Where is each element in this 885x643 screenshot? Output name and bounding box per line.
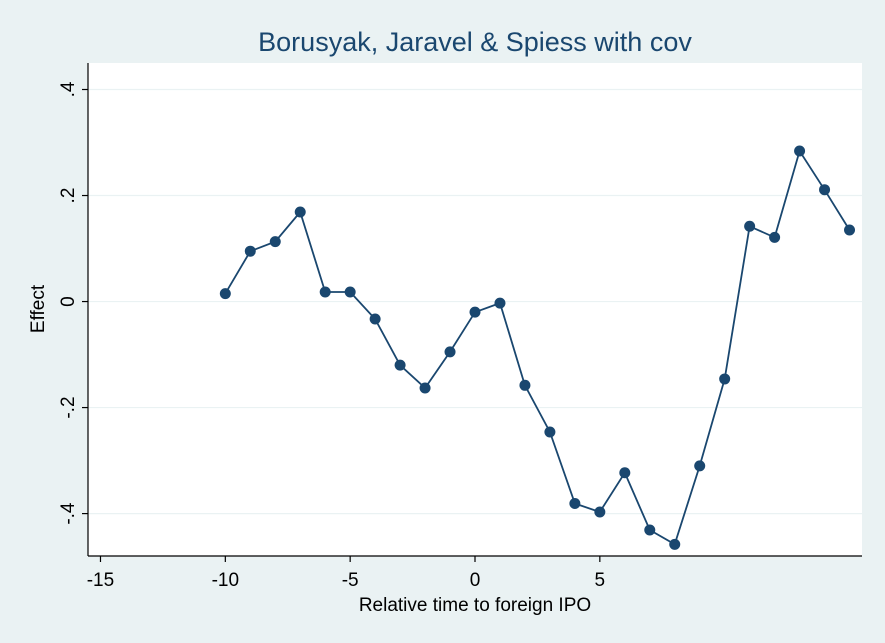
data-point — [419, 382, 431, 394]
x-tick-label: -15 — [87, 570, 114, 591]
data-point — [594, 506, 606, 518]
data-point — [294, 206, 306, 218]
data-point — [669, 538, 681, 550]
data-point — [469, 306, 481, 318]
y-tick-label: .2 — [58, 188, 79, 204]
x-tick-label: 5 — [595, 570, 606, 591]
x-tick-label: -5 — [342, 570, 359, 591]
data-point — [269, 236, 281, 248]
data-point — [569, 498, 581, 510]
y-tick-label: -.2 — [58, 396, 79, 418]
chart-title: Borusyak, Jaravel & Spiess with cov — [258, 27, 692, 57]
data-point — [519, 379, 531, 391]
data-point — [369, 313, 381, 325]
y-tick-label: 0 — [58, 296, 79, 307]
data-point — [494, 297, 506, 309]
axes: -.4 -.2 0 .2 .4 -15 -10 -5 0 5 — [58, 63, 862, 591]
data-point — [344, 286, 356, 298]
series — [219, 145, 856, 550]
x-axis-title: Relative time to foreign IPO — [359, 595, 591, 616]
y-tick-label: -.4 — [58, 502, 79, 525]
data-point — [644, 524, 656, 536]
data-point — [819, 184, 831, 196]
data-point — [694, 460, 706, 472]
y-tick-label: .4 — [58, 81, 79, 97]
data-point — [794, 145, 806, 157]
data-point — [719, 373, 731, 385]
data-point — [619, 467, 631, 479]
x-tick-label: 0 — [470, 570, 481, 591]
data-point — [744, 220, 756, 232]
data-point — [319, 286, 331, 298]
data-point — [544, 426, 556, 438]
data-point — [394, 359, 406, 371]
grid — [88, 88, 862, 515]
data-point — [769, 231, 781, 243]
data-point — [244, 245, 256, 257]
y-axis-title: Effect — [28, 284, 49, 333]
data-point — [444, 346, 456, 358]
data-point — [844, 224, 856, 236]
data-point — [219, 288, 231, 300]
x-tick-label: -10 — [212, 570, 239, 591]
